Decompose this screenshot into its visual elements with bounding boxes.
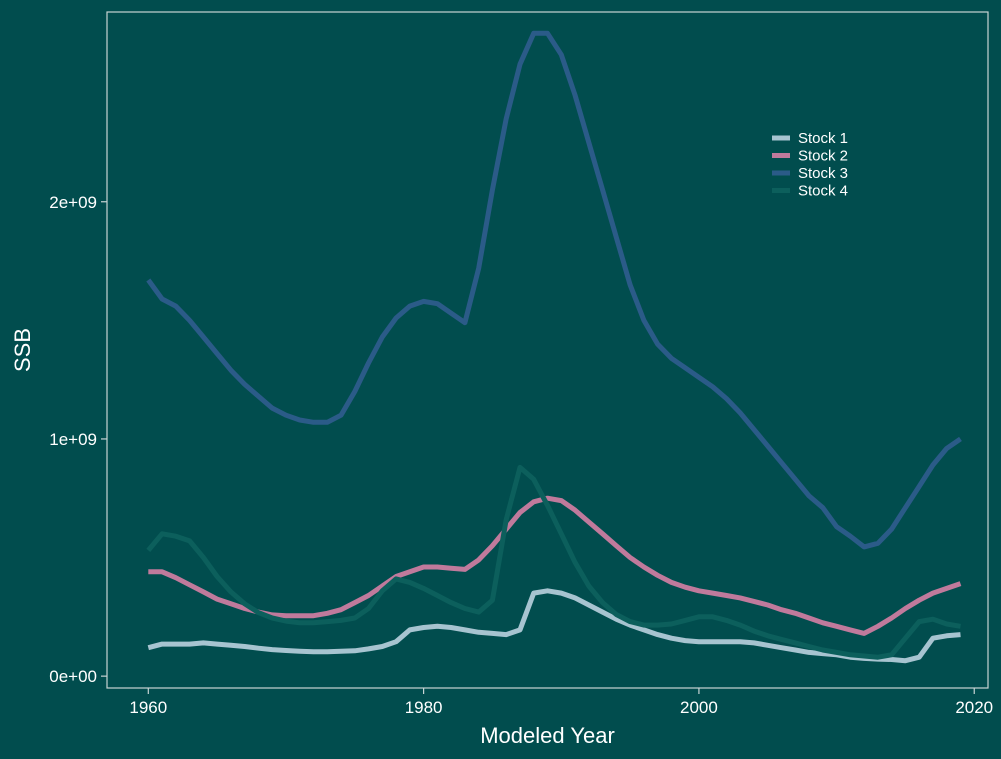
legend-label-stock-1: Stock 1	[798, 130, 848, 147]
plot-panel-border	[106, 11, 989, 689]
y-tick-label: 0e+00	[49, 667, 97, 686]
series-line-stock-4	[146, 464, 961, 660]
y-axis-title: SSB	[10, 328, 35, 372]
series-layer	[146, 30, 962, 664]
axis-layer: 1960 1980 2000 2020 0e+00 1e+09 2e+09	[49, 193, 993, 717]
x-tick-label: 1960	[129, 698, 167, 717]
x-tick-label: 1980	[405, 698, 443, 717]
legend-label-stock-2: Stock 2	[798, 148, 848, 165]
x-tick-label: 2020	[955, 698, 993, 717]
legend-label-stock-4: Stock 4	[798, 183, 848, 200]
series-line-stock-2	[148, 495, 962, 636]
y-tick-label: 1e+09	[49, 430, 97, 449]
series-line-stock-1	[147, 588, 961, 664]
x-tick-label: 2000	[680, 698, 718, 717]
series-line-stock-3	[146, 30, 962, 550]
y-tick-label: 2e+09	[49, 193, 97, 212]
legend-label-stock-3: Stock 3	[798, 165, 848, 182]
x-axis-title: Modeled Year	[480, 723, 615, 748]
